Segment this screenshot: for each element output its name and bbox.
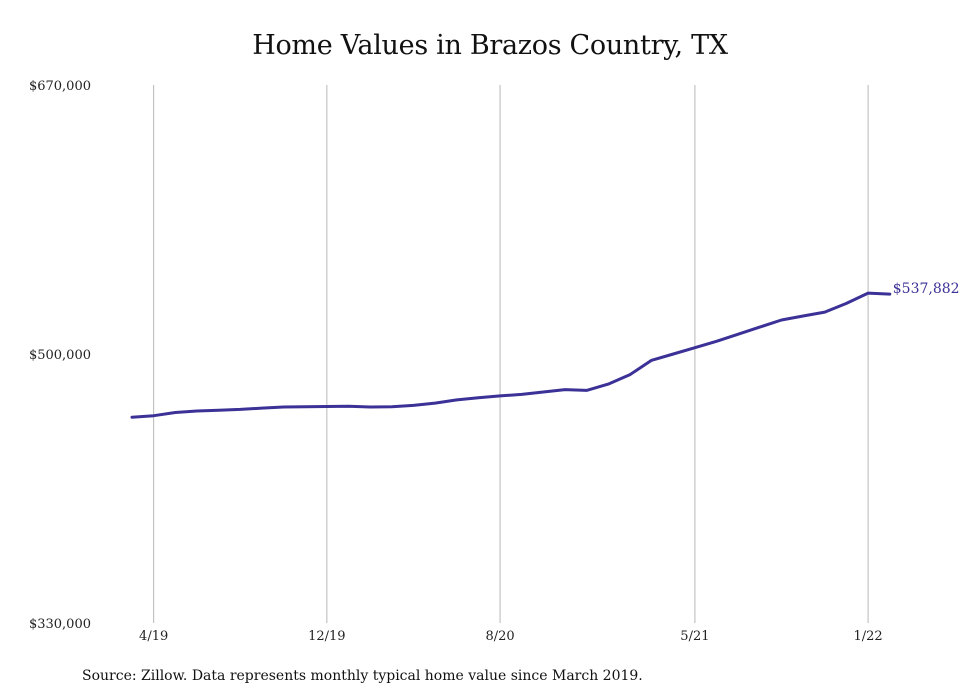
source-note: Source: Zillow. Data represents monthly … <box>82 668 643 684</box>
x-tick-label: 12/19 <box>308 629 345 644</box>
y-tick-label: $330,000 <box>29 617 91 632</box>
series-line <box>130 291 892 419</box>
x-tick-label: 8/20 <box>485 629 514 644</box>
x-tick-label: 4/19 <box>139 629 168 644</box>
y-tick-label: $500,000 <box>29 348 91 363</box>
x-tick-label: 5/21 <box>680 629 709 644</box>
end-value-label: $537,882 <box>893 281 960 297</box>
chart-title: Home Values in Brazos Country, TX <box>252 30 728 61</box>
y-tick-label: $670,000 <box>29 79 91 94</box>
x-tick-label: 1/22 <box>853 629 882 644</box>
